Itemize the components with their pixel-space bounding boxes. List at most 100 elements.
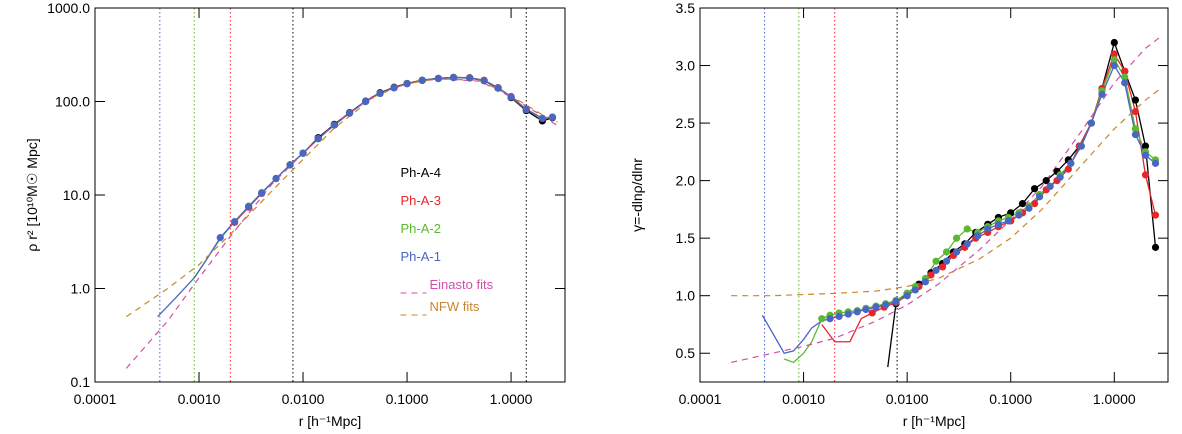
data-point (1110, 56, 1118, 64)
fit-line (125, 78, 558, 369)
data-point (231, 217, 239, 226)
data-point (418, 76, 426, 85)
data-point (494, 84, 502, 92)
data-point (1067, 159, 1075, 167)
y-tick-label: 0.1 (71, 374, 91, 390)
data-point (1098, 90, 1106, 98)
legend-label: Ph-A-3 (401, 193, 441, 208)
data-point (345, 109, 354, 117)
data-point (974, 232, 982, 240)
data-point (942, 257, 951, 265)
data-point (449, 74, 458, 82)
data-point (1141, 142, 1150, 150)
data-point (1131, 130, 1140, 139)
data-point (1151, 243, 1160, 251)
data-point (818, 315, 826, 323)
data-point (1046, 182, 1054, 190)
data-point (932, 266, 940, 274)
x-tick-label: 0.0100 (886, 391, 929, 407)
y-axis-label: ρ r² [10¹⁰M☉ Mpc] (24, 138, 40, 251)
plot-frame (699, 7, 1169, 383)
x-axis-label: r [h⁻¹Mpc] (299, 413, 362, 429)
data-point (1151, 159, 1160, 167)
data-point (844, 310, 852, 318)
data-point (1151, 211, 1160, 219)
data-point (1030, 185, 1039, 193)
data-point (434, 74, 442, 83)
data-point (390, 84, 398, 92)
data-point (921, 278, 929, 286)
data-point (522, 105, 530, 114)
y-tick-label: 3.0 (676, 58, 696, 74)
data-point (1064, 165, 1072, 173)
x-tick-label: 1.0000 (1093, 391, 1136, 407)
data-point (403, 80, 411, 88)
data-point (299, 149, 307, 157)
data-point (245, 203, 253, 211)
profile-line (157, 76, 553, 318)
data-point (314, 135, 322, 143)
data-point (548, 113, 557, 121)
y-tick-label: 0.5 (676, 345, 696, 361)
data-point (892, 297, 900, 306)
y-tick-label: 10.0 (63, 187, 90, 203)
profile-line (289, 76, 553, 166)
fit-line (731, 88, 1161, 297)
data-point (286, 161, 294, 169)
data-point (1035, 193, 1044, 201)
data-point (507, 93, 515, 101)
data-point (862, 305, 870, 314)
data-point (1121, 67, 1129, 75)
data-point (835, 312, 843, 321)
data-point (1110, 61, 1118, 70)
data-point (872, 303, 880, 311)
data-point (942, 248, 951, 256)
data-point (853, 308, 861, 316)
y-tick-label: 1.0 (71, 281, 91, 297)
legend-label: NFW fits (430, 299, 480, 314)
y-tick-label: 1000.0 (47, 0, 90, 16)
legend-label: Ph-A-4 (401, 165, 441, 180)
x-tick-label: 1.0000 (490, 391, 533, 407)
profile-line (761, 64, 1156, 354)
data-point (1141, 171, 1150, 179)
x-tick-label: 0.0001 (74, 391, 117, 407)
data-point (952, 234, 961, 242)
data-point (882, 301, 890, 309)
data-point (1042, 177, 1050, 185)
data-point (1141, 151, 1150, 159)
data-point (1056, 173, 1064, 181)
legend-label: Einasto fits (430, 277, 494, 292)
data-point (376, 89, 384, 98)
data-point (911, 286, 919, 294)
profile-line (234, 76, 553, 223)
data-point (1131, 107, 1140, 116)
data-point (1110, 38, 1118, 47)
plot-frame (94, 7, 566, 383)
data-point (1087, 119, 1095, 127)
data-point (1131, 96, 1140, 104)
data-point (538, 114, 546, 122)
data-point (939, 263, 947, 271)
data-point (984, 225, 992, 233)
y-tick-label: 2.5 (676, 115, 696, 131)
x-axis-label: r [h⁻¹Mpc] (903, 413, 966, 429)
x-tick-label: 0.1000 (989, 391, 1032, 407)
data-point (826, 315, 834, 323)
data-point (1018, 200, 1027, 208)
data-point (1121, 73, 1129, 81)
data-point (1131, 125, 1140, 133)
data-point (272, 174, 280, 183)
profile-line (193, 76, 553, 279)
data-point (466, 74, 474, 82)
y-tick-label: 100.0 (55, 94, 90, 110)
data-point (1121, 79, 1129, 87)
data-point (480, 76, 488, 85)
data-point (1015, 211, 1023, 219)
data-point (963, 240, 971, 248)
x-tick-label: 0.1000 (386, 391, 429, 407)
x-tick-label: 0.0001 (679, 391, 722, 407)
y-tick-label: 3.5 (676, 0, 696, 16)
data-point (963, 225, 971, 233)
data-point (1004, 217, 1013, 225)
